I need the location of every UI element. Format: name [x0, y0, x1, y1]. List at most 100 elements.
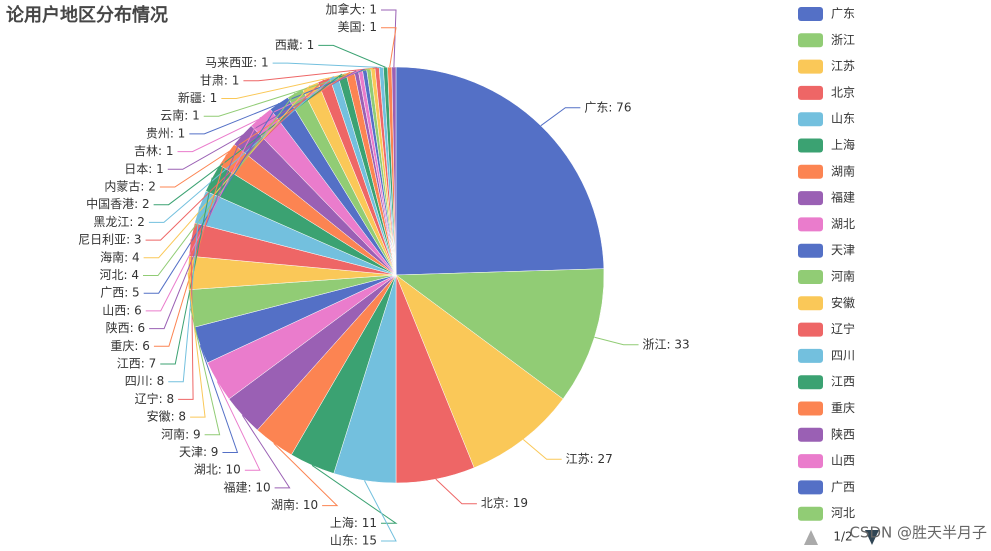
legend-swatch	[798, 480, 823, 495]
data-label: 美国: 1	[338, 20, 378, 34]
data-label: 日本: 1	[124, 162, 164, 176]
data-label: 云南: 1	[160, 108, 200, 123]
legend-swatch	[798, 33, 823, 48]
legend-label: 天津	[831, 243, 855, 257]
legend-label: 湖北	[831, 216, 855, 231]
data-label: 内蒙古: 2	[104, 179, 156, 194]
label-line	[168, 206, 201, 383]
label-line	[178, 239, 194, 400]
label-line	[143, 102, 280, 294]
label-line	[167, 70, 357, 170]
legend-label: 辽宁	[831, 321, 855, 336]
legend-label: 广东	[831, 7, 855, 21]
label-line	[145, 116, 261, 312]
label-line	[241, 414, 291, 489]
data-label: 江西: 7	[117, 357, 157, 371]
label-line	[189, 68, 365, 135]
legend-swatch	[798, 427, 823, 442]
legend-swatch	[798, 296, 823, 311]
data-label: 马来西亚: 1	[205, 56, 269, 70]
data-label: 甘肃: 1	[200, 73, 240, 87]
label-line	[145, 79, 325, 241]
label-line	[153, 154, 227, 347]
legend-label: 江西	[831, 375, 855, 389]
chart-title: 论用户地区分布情况	[6, 4, 168, 26]
label-line	[177, 69, 361, 153]
watermark: CSDN @胜天半月子	[849, 524, 987, 542]
legend-swatch	[798, 164, 823, 179]
data-label: 西藏: 1	[275, 38, 315, 52]
label-line	[272, 62, 382, 69]
label-line	[216, 381, 261, 471]
legend-label: 北京	[831, 85, 855, 99]
legend-label: 福建	[831, 190, 855, 205]
data-label: 重庆: 6	[110, 339, 150, 353]
legend-next[interactable]	[865, 530, 879, 545]
label-line	[311, 464, 398, 524]
data-label: 天津: 9	[179, 445, 219, 459]
label-line	[149, 134, 243, 330]
legend-swatch	[798, 59, 823, 74]
label-line	[364, 480, 397, 542]
data-label: 湖北: 10	[194, 462, 241, 477]
legend-swatch	[798, 191, 823, 206]
legend-swatch	[798, 454, 823, 469]
data-label: 新疆: 1	[178, 90, 218, 105]
label-line	[160, 177, 213, 365]
legend-swatch	[798, 348, 823, 363]
label-line	[381, 27, 397, 68]
data-label: 安徽: 8	[147, 409, 187, 424]
legend-label: 浙江	[831, 33, 855, 47]
legend-label: 湖南	[831, 163, 855, 178]
legend-swatch	[798, 217, 823, 232]
data-label: 辽宁: 8	[135, 391, 175, 406]
data-label: 湖南: 10	[271, 497, 318, 512]
data-label: 北京: 19	[481, 496, 528, 510]
data-label: 浙江: 33	[643, 337, 690, 351]
legend-swatch	[798, 85, 823, 100]
legend-swatch	[798, 375, 823, 390]
legend-label: 山西	[831, 454, 855, 468]
legend-label: 江苏	[831, 59, 855, 73]
legend-label: 重庆	[831, 401, 855, 415]
label-line	[318, 44, 386, 68]
slices	[187, 66, 605, 484]
data-label: 广东: 76	[584, 100, 631, 114]
legend-label: 河南	[831, 269, 855, 284]
legend-label: 安徽	[831, 295, 855, 310]
data-label: 河南: 9	[161, 426, 201, 441]
legend-swatch	[798, 138, 823, 153]
data-label: 福建: 10	[223, 479, 270, 494]
data-label: 陕西: 6	[106, 320, 146, 335]
data-label: 江苏: 27	[566, 452, 613, 466]
legend-label: 四川	[831, 348, 855, 362]
label-line	[243, 67, 378, 82]
label-line	[522, 439, 562, 460]
data-label: 贵州: 1	[146, 126, 186, 140]
legend-swatch	[798, 322, 823, 337]
label-line	[199, 345, 239, 453]
legend-prev[interactable]	[804, 530, 818, 545]
legend-swatch	[798, 112, 823, 127]
data-label: 海南: 4	[100, 249, 140, 264]
label-line	[143, 85, 311, 259]
data-label: 河北: 4	[100, 268, 140, 282]
data-label: 吉林: 1	[134, 144, 174, 158]
label-line	[143, 92, 296, 276]
label-line	[190, 308, 221, 436]
label-line	[153, 73, 343, 206]
data-label: 加拿大: 1	[326, 2, 378, 17]
data-label: 山西: 6	[102, 303, 142, 317]
legend-label: 上海	[831, 137, 855, 152]
label-line	[435, 478, 477, 505]
legend-page: 1/2	[833, 530, 852, 544]
data-label: 四川: 8	[125, 374, 165, 388]
data-label: 上海: 11	[330, 515, 377, 530]
legend-swatch	[798, 401, 823, 416]
data-label: 广西: 5	[100, 286, 140, 300]
label-line	[381, 9, 397, 68]
data-label: 中国香港: 2	[86, 196, 150, 211]
legend-swatch	[798, 7, 823, 21]
